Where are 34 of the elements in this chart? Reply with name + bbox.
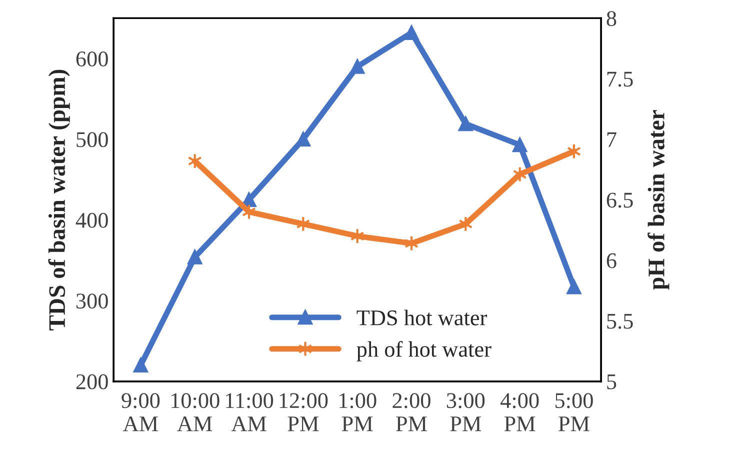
y2-tick-label: 5 xyxy=(607,374,616,390)
point xyxy=(350,59,365,74)
x-tick-label: 9:00 AM xyxy=(122,393,160,432)
point xyxy=(133,358,148,373)
point xyxy=(242,192,256,208)
y-tick-label: 200 xyxy=(76,374,108,390)
y-tick-label: 600 xyxy=(76,51,108,66)
x-tick-label: 11:00 AM xyxy=(226,393,274,432)
x-tick-label: 5:00 PM xyxy=(556,393,593,432)
x-tick-label: 4:00 PM xyxy=(500,393,539,432)
y2-tick-label: 5.5 xyxy=(607,314,633,329)
y-tick-label: 400 xyxy=(76,212,108,228)
y2-tick-label: 8 xyxy=(606,11,616,26)
x-tick-label: 10:00 AM xyxy=(172,393,220,432)
y-tick-label: 300 xyxy=(76,294,108,309)
point xyxy=(566,280,582,294)
y2-tick-label: 7.5 xyxy=(607,72,633,87)
point xyxy=(296,132,310,147)
y-tick-label: 500 xyxy=(76,132,108,148)
y2-tick-label: 7 xyxy=(607,132,616,147)
point xyxy=(188,250,202,264)
y2-tick-label: 6 xyxy=(606,253,616,268)
y2-tick-label: 6.5 xyxy=(606,192,633,208)
y2-axis-title: pH of basin water xyxy=(648,110,670,290)
legend-label: TDS hot water xyxy=(356,310,487,326)
point xyxy=(404,25,419,40)
x-tick-label: 2:00 PM xyxy=(392,393,430,432)
point xyxy=(512,138,528,152)
legend-label: ph of hot water xyxy=(356,340,492,362)
point xyxy=(458,116,473,132)
x-tick-label: 1:00 PM xyxy=(340,393,376,432)
y-axis-title: TDS of basin water (ppm) xyxy=(48,70,70,330)
x-tick-label: 3:00 PM xyxy=(446,393,485,432)
x-tick-label: 12:00 PM xyxy=(280,393,328,432)
